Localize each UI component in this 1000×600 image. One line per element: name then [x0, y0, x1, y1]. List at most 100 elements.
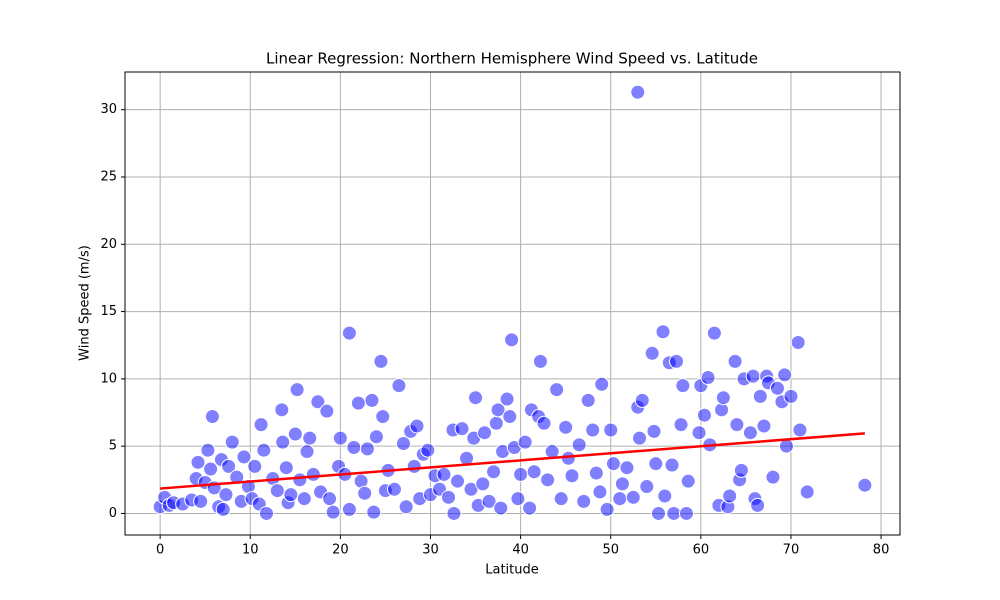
point	[517, 434, 533, 450]
point	[700, 370, 716, 386]
point	[619, 460, 635, 476]
point	[603, 422, 619, 438]
point	[675, 378, 691, 394]
point	[691, 425, 707, 441]
point	[236, 449, 252, 465]
point	[200, 442, 216, 458]
point	[765, 469, 781, 485]
point	[218, 487, 234, 503]
point	[436, 466, 452, 482]
y-axis-label: Wind Speed (m/s)	[78, 245, 93, 361]
point	[215, 501, 231, 517]
point	[322, 491, 338, 507]
point	[450, 473, 466, 489]
point	[368, 429, 384, 445]
point	[513, 466, 529, 482]
point	[648, 456, 664, 472]
point	[325, 504, 341, 520]
point	[386, 481, 402, 497]
point	[510, 491, 526, 507]
point	[756, 418, 772, 434]
point	[490, 402, 506, 418]
x-tick-label: 10	[242, 543, 259, 558]
point	[278, 460, 294, 476]
point	[612, 491, 628, 507]
point	[366, 504, 382, 520]
point	[580, 392, 596, 408]
point	[247, 458, 263, 474]
point	[540, 472, 556, 488]
point	[560, 450, 576, 466]
point	[446, 505, 462, 521]
x-tick-label: 70	[783, 543, 800, 558]
point	[357, 485, 373, 501]
point	[481, 493, 497, 509]
x-axis-label: Latitude	[485, 563, 539, 578]
y-tick-label: 0	[109, 506, 117, 521]
point	[258, 505, 274, 521]
point	[359, 441, 375, 457]
point	[375, 409, 391, 425]
point	[722, 488, 738, 504]
point	[673, 417, 689, 433]
plot-area	[152, 84, 873, 521]
point	[745, 368, 761, 384]
point	[395, 435, 411, 451]
point	[373, 353, 389, 369]
point	[477, 425, 493, 441]
point	[398, 499, 414, 515]
point	[502, 409, 518, 425]
y-tick-label: 30	[100, 102, 117, 117]
point	[799, 484, 815, 500]
point	[777, 367, 793, 383]
y-tick-label: 5	[109, 439, 117, 454]
point	[727, 353, 743, 369]
regression-line	[160, 432, 865, 490]
point	[614, 476, 630, 492]
point	[302, 430, 318, 446]
y-tick-label: 10	[100, 371, 117, 386]
point	[499, 391, 515, 407]
point	[319, 403, 335, 419]
point	[341, 501, 357, 517]
point	[364, 392, 380, 408]
point	[664, 457, 680, 473]
point	[632, 430, 648, 446]
x-tick-label: 30	[422, 543, 439, 558]
x-tick-label: 40	[512, 543, 529, 558]
point	[778, 438, 794, 454]
point	[283, 487, 299, 503]
point	[287, 426, 303, 442]
point	[571, 437, 587, 453]
point	[305, 466, 321, 482]
point	[346, 440, 362, 456]
point	[657, 488, 673, 504]
point	[504, 332, 520, 348]
point	[639, 479, 655, 495]
point	[256, 442, 272, 458]
point	[605, 456, 621, 472]
point	[522, 500, 538, 516]
point	[585, 422, 601, 438]
point	[332, 430, 348, 446]
point	[441, 489, 457, 505]
point	[475, 476, 491, 492]
point	[790, 335, 806, 351]
x-tick-label: 50	[602, 543, 619, 558]
point	[592, 484, 608, 500]
point	[292, 472, 308, 488]
point	[253, 417, 269, 433]
point	[193, 493, 209, 509]
point	[750, 497, 766, 513]
point	[625, 489, 641, 505]
point	[769, 380, 785, 396]
point	[729, 417, 745, 433]
point	[742, 425, 758, 441]
point	[536, 415, 552, 431]
point	[655, 324, 671, 340]
point	[696, 407, 712, 423]
point	[553, 491, 569, 507]
point	[341, 325, 357, 341]
chart-title: Linear Regression: Northern Hemisphere W…	[266, 50, 758, 68]
point	[588, 465, 604, 481]
